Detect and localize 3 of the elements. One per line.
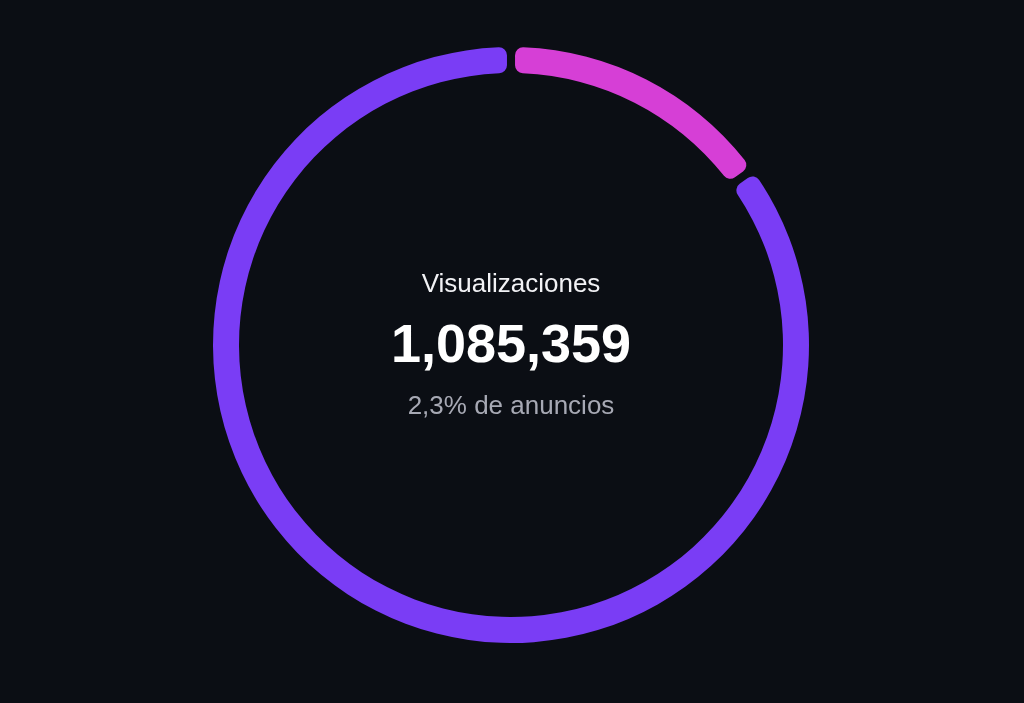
text: 1,085,359: [390, 313, 632, 373]
text: Visualizaciones: [421, 268, 601, 298]
text: 2,3% de anuncios: [407, 390, 615, 420]
